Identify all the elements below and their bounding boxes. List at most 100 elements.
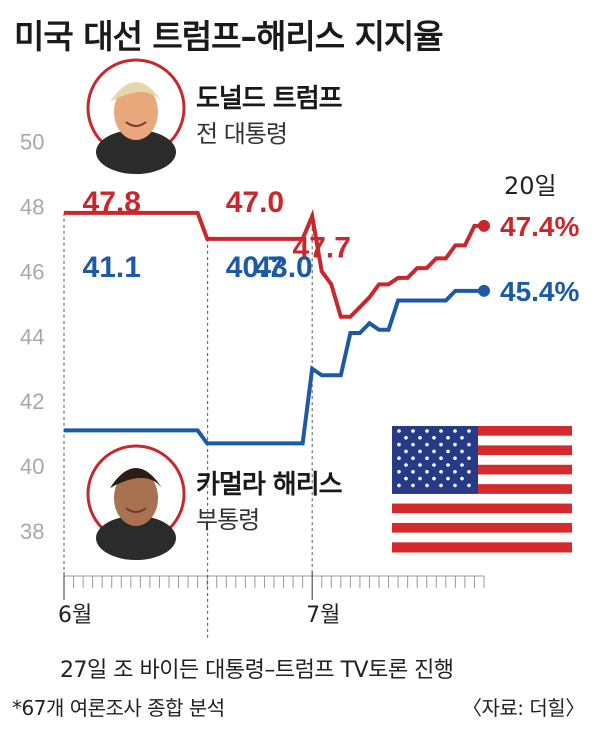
data-label: 40.7	[226, 251, 284, 284]
flag-star	[439, 429, 443, 433]
flag-star	[460, 449, 464, 454]
footnote: *67개 여론조사 종합 분석	[12, 696, 225, 720]
flag-star	[439, 456, 443, 461]
harris-role: 부통령	[196, 506, 260, 534]
flag-stripe	[392, 435, 572, 446]
series-end-point	[478, 219, 490, 232]
flag-star	[467, 442, 471, 447]
flag-star	[425, 429, 429, 433]
flag-star	[418, 476, 422, 481]
trump-name: 도널드 트럼프	[196, 84, 343, 114]
trump-photo-smile	[125, 121, 147, 127]
flag-stripe	[392, 493, 572, 505]
flag-star	[411, 470, 415, 474]
flag-stripe	[392, 484, 572, 495]
flag-star	[411, 483, 415, 488]
flag-stripe	[392, 532, 572, 543]
flag-stripe	[392, 426, 572, 437]
data-label: 41.1	[83, 251, 141, 284]
harris-photo-hair	[110, 468, 162, 488]
flag-star	[460, 463, 464, 467]
series-end-point	[478, 284, 490, 297]
harris-photo-face	[114, 470, 158, 526]
flag-star	[411, 456, 415, 461]
harris-photo	[86, 444, 186, 560]
data-label: 47.4%	[500, 211, 579, 242]
y-tick-label: 42	[20, 389, 44, 414]
y-tick-label: 38	[20, 519, 44, 544]
flag-star	[467, 470, 471, 474]
flag-star	[446, 463, 450, 467]
x-tick-label: 6월	[58, 603, 92, 628]
flag-star	[453, 442, 457, 447]
flag-star	[453, 483, 457, 488]
flag-star	[432, 449, 436, 454]
flag-star	[432, 476, 436, 481]
event-note: 27일 조 바이든 대통령–트럼프 TV토론 진행	[60, 658, 454, 683]
flag-star	[397, 470, 401, 474]
data-label: 43.0	[254, 251, 312, 284]
flag-star	[425, 470, 429, 474]
flag-star	[439, 483, 443, 488]
flag-star	[411, 442, 415, 447]
y-tick-label: 40	[20, 454, 44, 479]
flag-stripe	[392, 455, 572, 466]
x-tick-label: 7월	[306, 603, 340, 628]
flag-star	[467, 483, 471, 488]
trump-role: 전 대통령	[196, 120, 288, 148]
flag-star	[453, 456, 457, 461]
flag-star	[467, 456, 471, 461]
flag-star	[411, 429, 415, 433]
flag-stripe	[392, 522, 572, 534]
flag-star	[446, 436, 450, 440]
flag-star	[397, 456, 401, 461]
flag-star	[397, 429, 401, 433]
end-date-label: 20일	[504, 172, 557, 200]
flag-star	[418, 449, 422, 454]
flag-star	[432, 436, 436, 440]
y-tick-label: 46	[20, 259, 44, 284]
flag-stripe	[392, 542, 572, 553]
flag-star	[446, 476, 450, 481]
flag-star	[467, 429, 471, 433]
series-line	[64, 209, 484, 319]
y-tick-label: 50	[20, 129, 44, 154]
trump-photo	[86, 58, 186, 174]
flag-star	[397, 483, 401, 488]
flag-star	[425, 442, 429, 447]
y-tick-label: 48	[20, 194, 44, 219]
data-label: 47.7	[293, 231, 351, 264]
trump-photo-face	[114, 84, 158, 140]
harris-photo-smile	[125, 507, 147, 513]
flag-star	[460, 436, 464, 440]
flag-star	[425, 456, 429, 461]
flag-star	[439, 442, 443, 447]
flag-star	[404, 476, 408, 481]
flag-star	[418, 463, 422, 467]
flag-stripe	[392, 513, 572, 524]
flag-stripe	[392, 474, 572, 485]
flag-star	[418, 436, 422, 440]
flag-star	[460, 476, 464, 481]
flag-canton	[392, 426, 478, 494]
flag-star	[453, 470, 457, 474]
harris-name: 카멀라 해리스	[196, 470, 343, 500]
flag-star	[446, 449, 450, 454]
flag-star	[404, 463, 408, 467]
flag-stripe	[392, 445, 572, 456]
series-line	[64, 288, 484, 446]
flag-star	[453, 429, 457, 433]
flag-star	[432, 463, 436, 467]
y-tick-label: 44	[20, 324, 44, 349]
source: 〈자료: 더힐〉	[462, 696, 585, 720]
flag-star	[404, 449, 408, 454]
data-label: 47.8	[83, 186, 141, 219]
flag-star	[425, 483, 429, 488]
data-label: 45.4%	[500, 276, 579, 307]
page-title: 미국 대선 트럼프–해리스 지지율	[14, 17, 444, 56]
us-flag-icon	[392, 426, 572, 553]
data-label: 47.0	[226, 186, 284, 219]
trump-photo-hair	[110, 82, 162, 102]
